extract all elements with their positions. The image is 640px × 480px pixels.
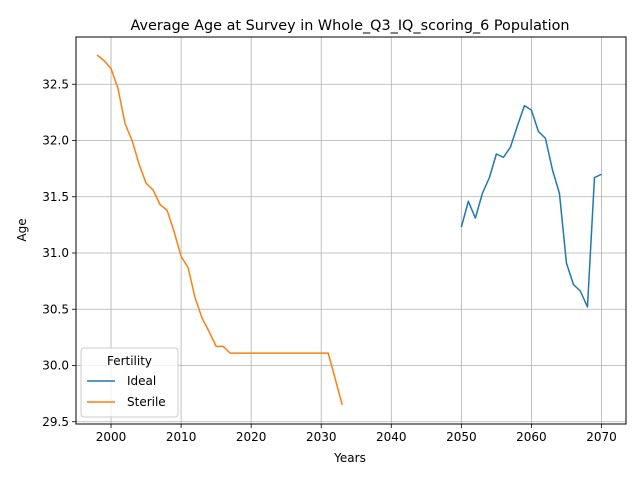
legend: Fertility Ideal Sterile [80, 347, 179, 418]
y-axis-label: Age [15, 218, 29, 241]
legend-box [80, 347, 179, 418]
y-tick-label: 30.0 [42, 359, 69, 373]
y-axis-ticks: 29.5 30.0 30.5 31.0 31.5 32.0 32.5 [42, 77, 76, 429]
y-tick-label: 29.5 [42, 415, 69, 429]
x-tick-label: 2040 [376, 430, 407, 444]
y-tick-label: 32.5 [42, 77, 69, 91]
x-tick-label: 2020 [236, 430, 267, 444]
legend-items: Ideal Sterile [87, 374, 166, 409]
series-line-ideal [460, 104, 602, 308]
x-tick-label: 2070 [586, 430, 617, 444]
x-tick-label: 2030 [306, 430, 337, 444]
y-tick-label: 32.0 [42, 134, 69, 148]
series-line-sterile [96, 54, 343, 406]
x-tick-label: 2050 [446, 430, 477, 444]
y-tick-label: 30.5 [42, 302, 69, 316]
x-axis-ticks: 2000 2010 2020 2030 2040 2050 2060 2070 [96, 424, 617, 444]
grid-lines [76, 37, 626, 424]
plot-area-frame [75, 36, 627, 425]
series-lines [96, 54, 602, 406]
chart-title: Average Age at Survey in Whole_Q3_IQ_sco… [131, 18, 570, 34]
legend-label-ideal: Ideal [127, 374, 156, 388]
y-tick-label: 31.5 [42, 190, 69, 204]
x-tick-label: 2010 [166, 430, 197, 444]
x-tick-label: 2060 [516, 430, 547, 444]
x-axis-label: Years [333, 451, 366, 465]
y-tick-label: 31.0 [42, 246, 69, 260]
legend-title: Fertility [107, 354, 152, 368]
x-tick-label: 2000 [96, 430, 127, 444]
legend-label-sterile: Sterile [127, 395, 166, 409]
